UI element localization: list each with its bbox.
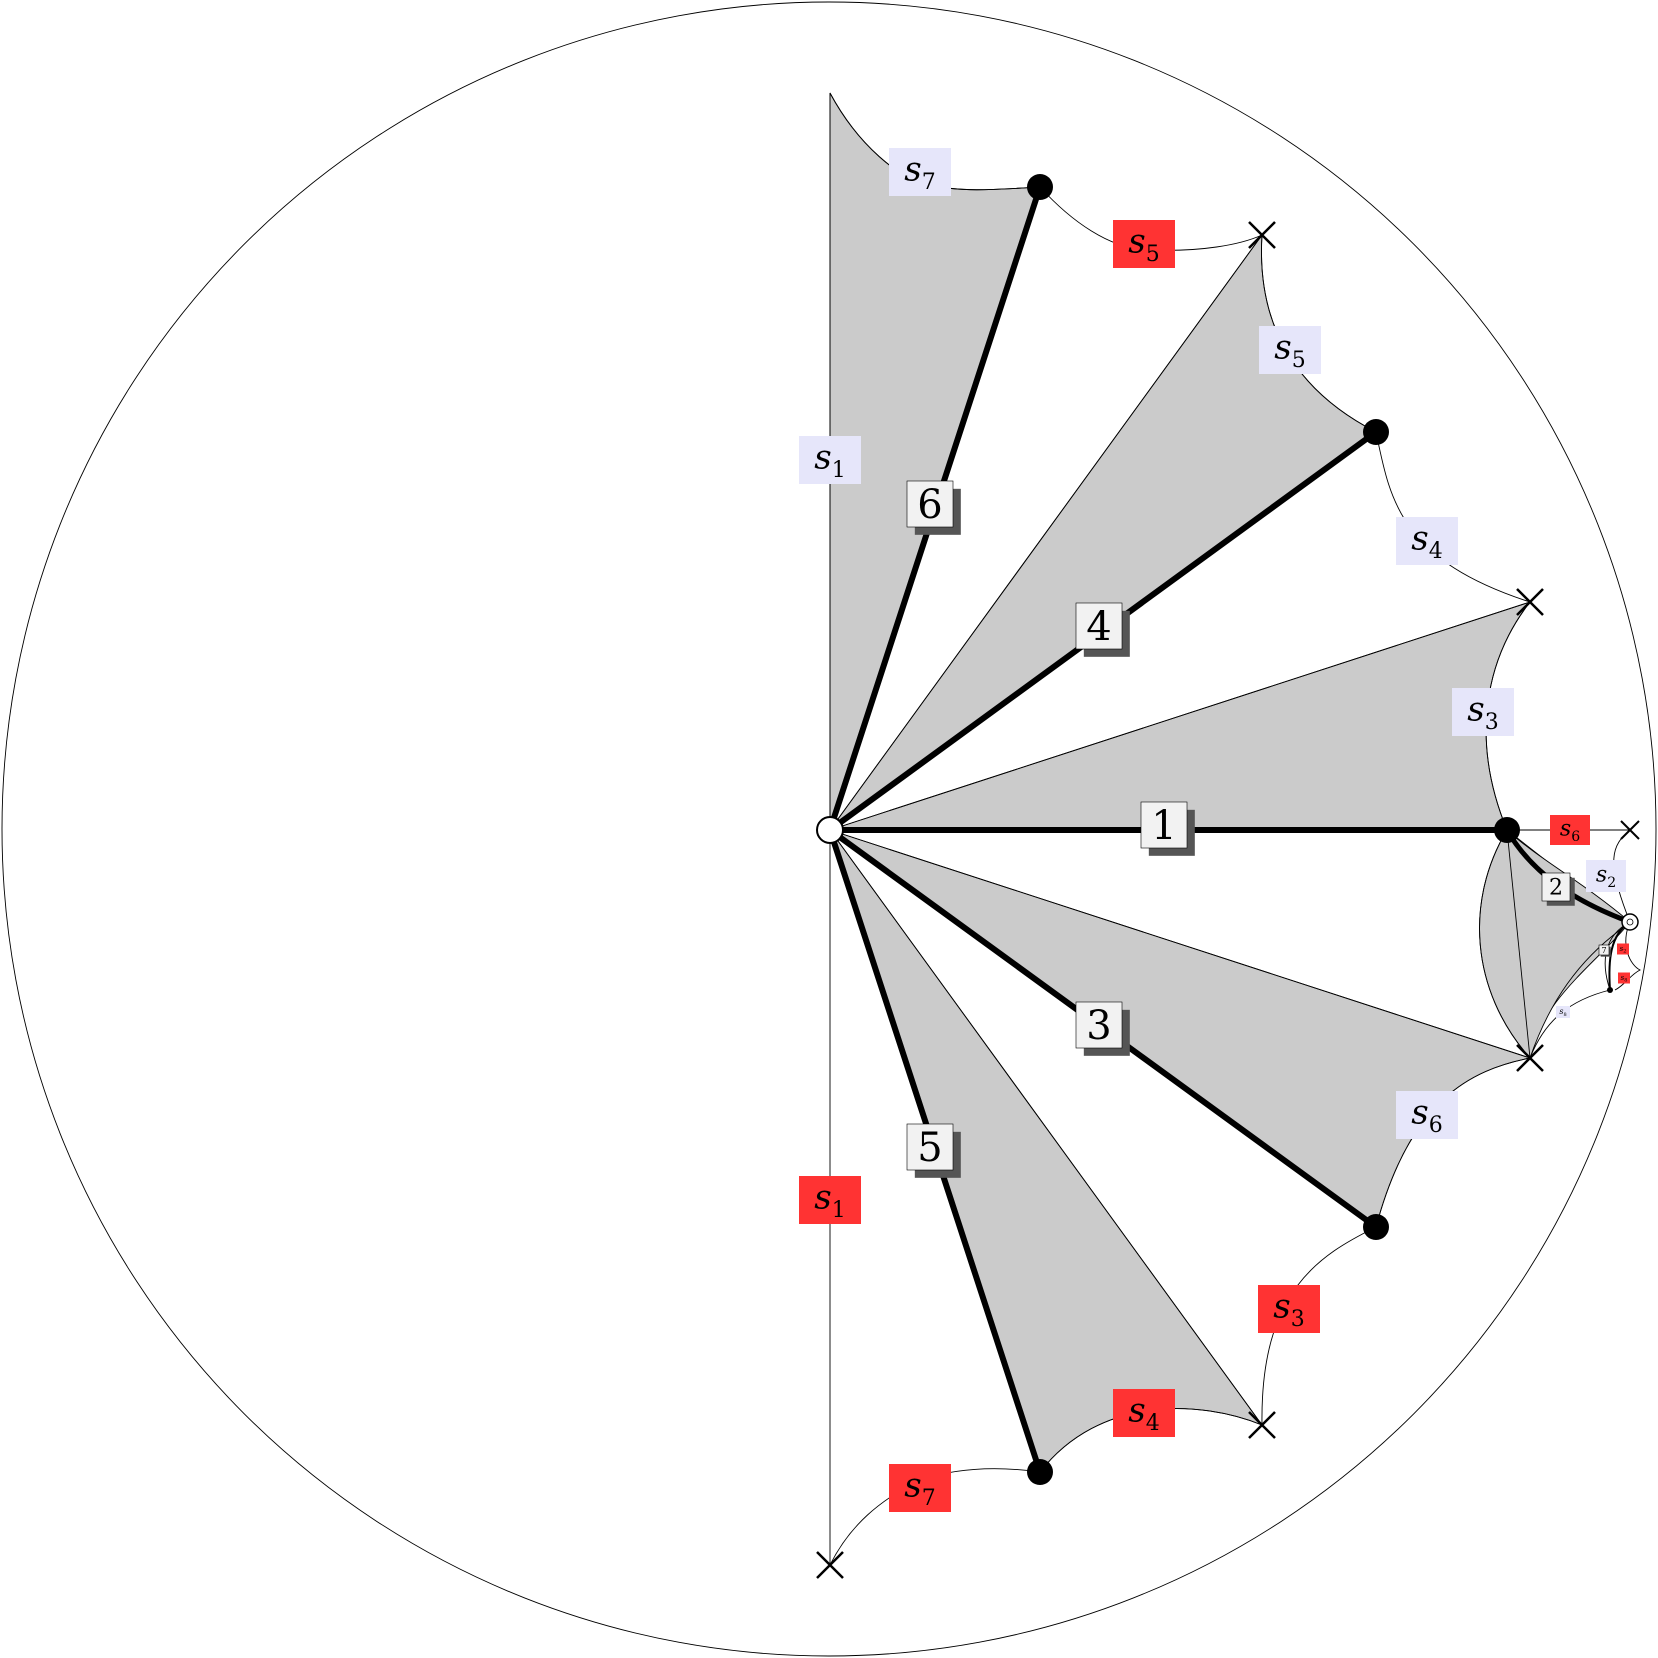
vertex-filled — [1494, 817, 1520, 843]
label-text: s3 — [1467, 690, 1498, 736]
label-background — [1452, 688, 1514, 736]
number-box — [906, 480, 954, 528]
side-label-light-s6: s6 — [1396, 1091, 1458, 1139]
number-box — [1075, 602, 1123, 650]
label-text: s8 — [1621, 974, 1628, 984]
number-box — [1140, 801, 1188, 849]
vertex-filled — [1607, 987, 1613, 993]
vertex-open — [1626, 918, 1634, 926]
label-background — [799, 436, 861, 484]
number-text: 5 — [917, 1125, 942, 1171]
side-label-light-s4: s4 — [1396, 517, 1458, 565]
label-text: s6 — [1411, 1093, 1442, 1139]
label-background — [889, 1464, 951, 1512]
label-background — [799, 1176, 861, 1224]
number-text: 6 — [917, 482, 942, 528]
label-background — [1396, 517, 1458, 565]
label-text: s1 — [814, 438, 845, 484]
label-background — [1617, 943, 1629, 955]
side-label-red-s6: s6 — [1550, 815, 1590, 845]
side-label-red-s4: s4 — [1113, 1389, 1175, 1437]
label-background — [889, 148, 951, 196]
side-label-light-s7: s7 — [889, 148, 951, 196]
number-box — [906, 1123, 954, 1171]
edge-number-3: 3 — [1075, 1001, 1130, 1056]
side-label-light-s2: s2 — [1586, 860, 1626, 892]
number-text: 2 — [1549, 876, 1563, 901]
label-background — [1618, 972, 1630, 984]
label-background — [1259, 326, 1321, 374]
number-box — [1598, 944, 1610, 956]
label-text: s2 — [1620, 945, 1627, 955]
side-label-red-s2: s2 — [1617, 943, 1629, 955]
side-label-light-s3: s3 — [1452, 688, 1514, 736]
edge-number-4: 4 — [1075, 602, 1130, 657]
label-text: s6 — [1560, 817, 1580, 846]
label-text: s8 — [1559, 1007, 1566, 1018]
side-label-red-s1: s1 — [799, 1176, 861, 1224]
label-text: s5 — [1274, 328, 1305, 374]
number-box — [1075, 1001, 1123, 1049]
vertex-filled — [1027, 1459, 1053, 1485]
label-text: s3 — [1273, 1287, 1304, 1333]
shaded-regions — [829, 92, 1632, 1473]
chord-right-down — [829, 829, 1531, 1059]
label-text: s7 — [904, 150, 935, 196]
edge-number-2: 2 — [1541, 872, 1575, 906]
chord-upper — [829, 234, 1263, 831]
cross-icon — [1248, 1411, 1276, 1439]
vertex-filled — [1363, 1214, 1389, 1240]
cross-markers — [816, 221, 1640, 1579]
number-box — [1541, 872, 1571, 902]
cross-icon — [1516, 588, 1544, 616]
label-background — [1586, 860, 1626, 892]
vertex-filled — [1363, 419, 1389, 445]
number-text: 7 — [1601, 946, 1606, 955]
side-label-red-s8: s8 — [1618, 972, 1630, 984]
number-text: 1 — [1151, 803, 1176, 849]
cross-icon — [816, 1551, 844, 1579]
label-background — [1113, 220, 1175, 268]
arc-small-in-b — [1614, 921, 1642, 991]
side-label-light-s5: s5 — [1259, 326, 1321, 374]
side-labels: s1 s7 s5 s4 s3 s2 s6 s8 s1 s5 s6 s3 s4 s7 s2 s8 — [799, 148, 1630, 1512]
label-text: s5 — [1128, 222, 1159, 268]
vertex-open — [816, 816, 844, 844]
cross-icon — [1620, 820, 1640, 840]
edge-number-5: 5 — [906, 1123, 961, 1178]
label-background — [1258, 1285, 1320, 1333]
label-text: s1 — [814, 1178, 845, 1224]
side-label-red-s3: s3 — [1258, 1285, 1320, 1333]
label-background — [1550, 815, 1590, 845]
edge-number-7: 7 — [1598, 944, 1611, 957]
side-label-light-s1: s1 — [799, 436, 861, 484]
chord-right-up — [829, 601, 1531, 831]
cross-icon — [1248, 221, 1276, 249]
label-background — [1396, 1091, 1458, 1139]
edge-number-1: 1 — [1140, 801, 1195, 856]
chord-lower — [829, 829, 1263, 1426]
arc-left-small — [1479, 829, 1531, 1059]
vertices — [816, 174, 1639, 1485]
vertex-filled — [1027, 174, 1053, 200]
number-text: 3 — [1086, 1003, 1111, 1049]
edge-number-boxes: 1 2 3 4 5 6 7 — [906, 480, 1611, 1178]
cross-icon — [1516, 1044, 1544, 1072]
label-background — [1556, 1006, 1570, 1018]
label-text: s2 — [1596, 863, 1616, 892]
side-label-red-s5: s5 — [1113, 220, 1175, 268]
label-text: s4 — [1128, 1391, 1159, 1437]
side-label-red-s7: s7 — [889, 1464, 951, 1512]
edge-number-6: 6 — [906, 480, 961, 535]
side-label-light-s8: s8 — [1556, 1006, 1570, 1018]
label-text: s7 — [904, 1466, 935, 1512]
number-text: 4 — [1086, 604, 1111, 650]
label-background — [1113, 1389, 1175, 1437]
label-text: s4 — [1411, 519, 1442, 565]
